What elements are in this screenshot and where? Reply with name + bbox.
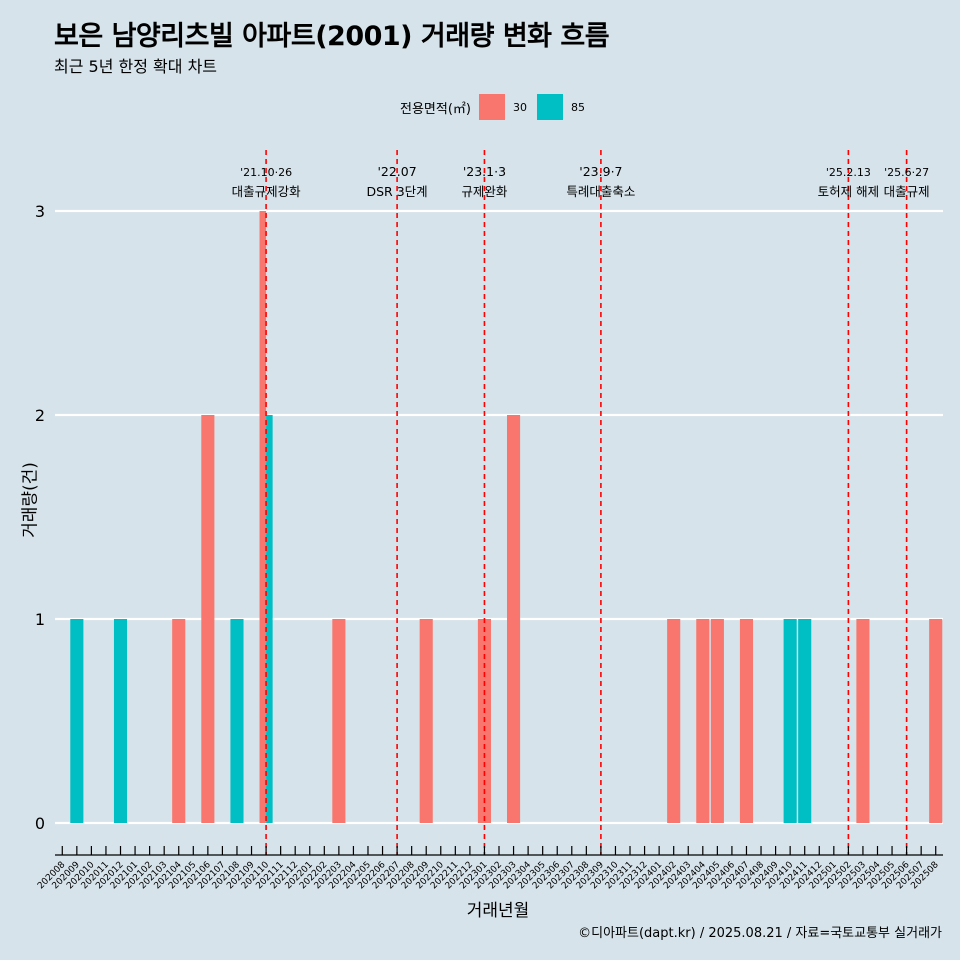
bar-30-202503 (856, 619, 870, 823)
y-tick-label: 3 (35, 202, 45, 221)
event-label: 규제완화 (461, 184, 508, 199)
legend-title: 전용면적(㎡) (400, 101, 471, 117)
legend: 전용면적(㎡) 30 85 (400, 93, 595, 121)
bar-85-202110 (266, 415, 273, 823)
bar-30-202203 (332, 619, 346, 823)
legend-key-30 (478, 94, 505, 120)
event-label: 특례대출축소 (566, 184, 635, 199)
chart-subtitle: 최근 5년 한정 확대 차트 (54, 57, 218, 76)
event-label: DSR 3단계 (367, 184, 428, 199)
bar-30-202402 (667, 619, 681, 823)
bar-30-202407 (739, 619, 754, 823)
bar-30-202303 (507, 415, 521, 823)
bar-85-202108 (230, 619, 244, 823)
y-tick-label: 2 (35, 406, 45, 425)
bar-85-202009 (70, 619, 84, 823)
bar-30-202104 (172, 619, 186, 823)
legend-label-30: 30 (512, 100, 527, 114)
bar-85-202012 (113, 619, 128, 823)
event-date: '21.10·26 (240, 166, 292, 179)
y-tick-label: 0 (35, 814, 45, 833)
y-axis-title: 거래량(건) (20, 462, 41, 538)
event-label: 대출규제 (884, 184, 930, 199)
bar-85-202410 (783, 619, 797, 823)
event-date: '25.6·27 (884, 166, 929, 179)
bar-30-202404 (696, 619, 710, 823)
source-caption: ©디아파트(dapt.kr) / 2025.08.21 / 자료=국토교통부 실… (578, 926, 942, 941)
bar-85-202411 (798, 619, 812, 823)
event-date: '25.2.13 (826, 166, 871, 179)
legend-key-85 (536, 94, 563, 120)
event-date: '23.9·7 (579, 164, 622, 179)
event-date: '22.07 (377, 164, 416, 179)
bar-30-202405 (710, 619, 724, 823)
chart-title: 보은 남양리츠빌 아파트(2001) 거래량 변화 흐름 (54, 21, 610, 52)
event-label: 토허제 해제 (818, 184, 879, 199)
bar-30-202508 (929, 619, 943, 823)
bar-30-202106 (201, 415, 215, 823)
event-date: '23.1·3 (463, 164, 506, 179)
bar-30-202110 (259, 211, 267, 823)
bar-30-202209 (419, 619, 433, 823)
x-axis-title: 거래년월 (466, 901, 530, 921)
legend-label-85: 85 (570, 100, 585, 114)
y-tick-label: 1 (35, 610, 45, 629)
event-label: 대출규제강화 (232, 184, 302, 199)
